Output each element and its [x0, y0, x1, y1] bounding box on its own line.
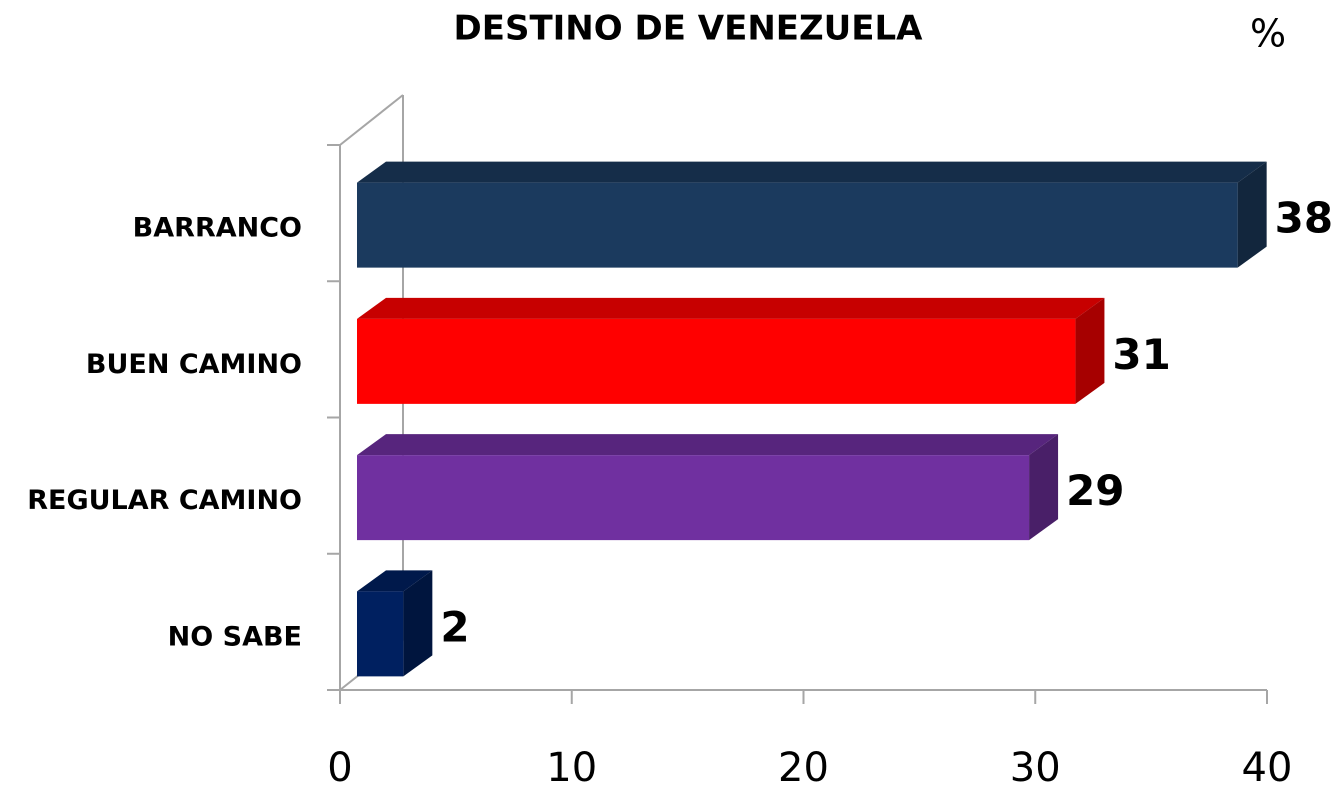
bar-side	[1075, 297, 1105, 404]
y-tick-label: BARRANCO	[133, 213, 302, 244]
bar-top	[357, 434, 1059, 456]
bar-front	[357, 591, 404, 677]
bar-side	[1029, 434, 1059, 541]
bar	[357, 161, 1267, 268]
y-tick-label: BUEN CAMINO	[86, 349, 302, 380]
data-label: 29	[1066, 466, 1124, 515]
unit-label: %	[1250, 12, 1286, 56]
data-label: 2	[440, 602, 469, 651]
bar-side	[1237, 161, 1267, 268]
left-wall-top	[339, 94, 404, 146]
bar-front	[357, 318, 1076, 404]
x-tick-label: 40	[1242, 745, 1293, 789]
bar-top	[357, 570, 433, 592]
bar-top	[357, 297, 1105, 319]
y-tick-label: REGULAR CAMINO	[27, 485, 302, 516]
bar	[357, 570, 433, 677]
x-tick-label: 30	[1010, 745, 1061, 789]
bar	[357, 434, 1059, 541]
data-label: 38	[1275, 194, 1333, 243]
bar-front	[357, 182, 1238, 268]
x-tick-label: 20	[778, 745, 829, 789]
bar	[357, 297, 1105, 404]
chart-title: DESTINO DE VENEZUELA	[454, 9, 924, 49]
y-tick-label: NO SABE	[168, 621, 302, 652]
x-tick-label: 0	[327, 745, 352, 789]
bar-front	[357, 455, 1030, 541]
bar-side	[403, 570, 433, 677]
data-label: 31	[1112, 330, 1170, 379]
x-tick-label: 10	[546, 745, 597, 789]
bar-top	[357, 161, 1267, 183]
